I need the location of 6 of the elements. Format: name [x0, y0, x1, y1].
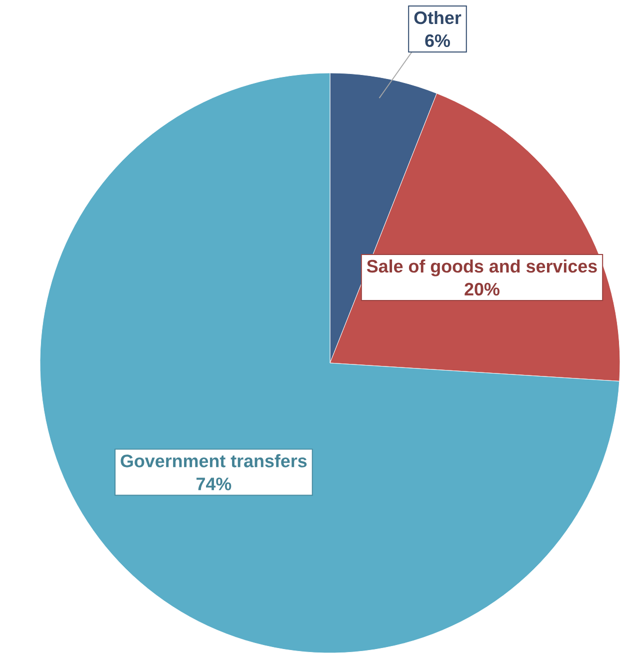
slice-label: Other — [414, 10, 462, 24]
slice-label: Government transfers — [120, 454, 307, 468]
data-label: 74% — [196, 478, 232, 490]
data-label: 20% — [464, 282, 500, 296]
data-label: 6% — [425, 34, 450, 48]
slice-label: Sale of goods and services — [366, 259, 597, 276]
